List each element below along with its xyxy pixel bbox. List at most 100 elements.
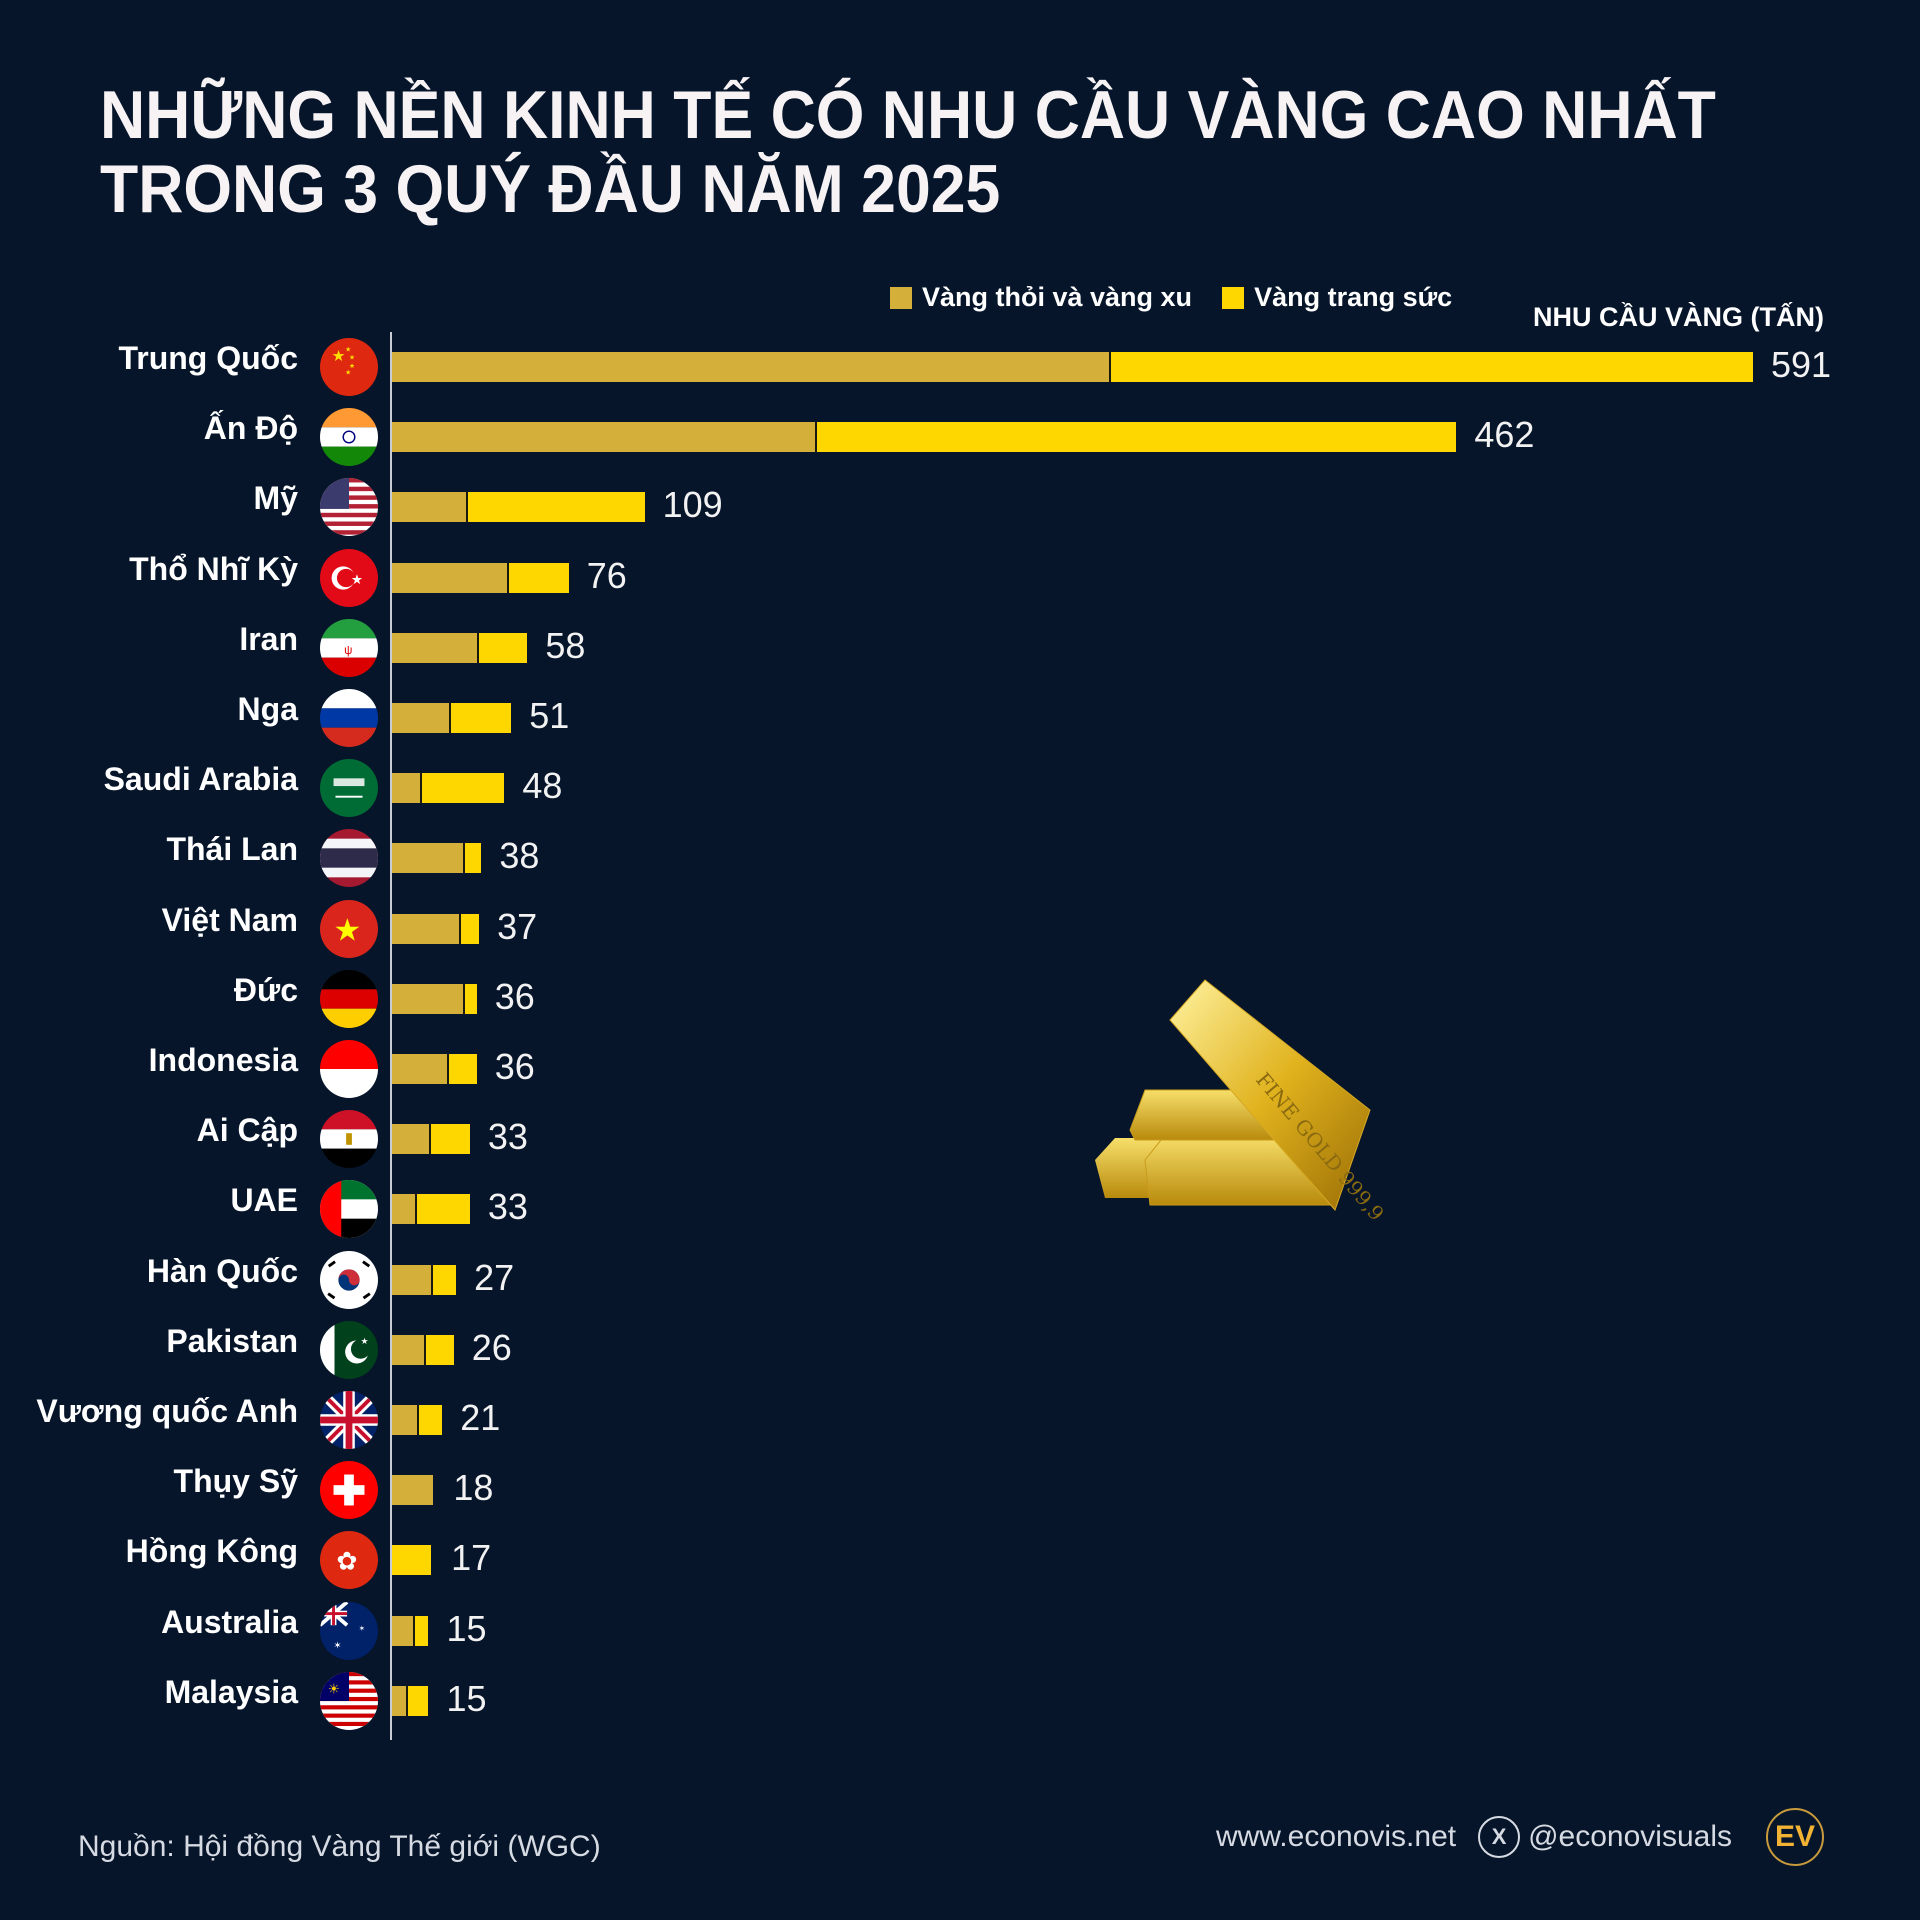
chart-row: Saudi Arabia 48 [0,753,1920,823]
stacked-bar [392,1194,470,1225]
bar-segment-jewelry [449,703,512,733]
iran-flag-icon: ψ [320,618,378,677]
stacked-bar [392,983,477,1014]
bar-segment-bars-coins [392,562,507,593]
value-label: 26 [471,1326,512,1368]
chart-row: Malaysia ☀ 15 [0,1666,1920,1736]
bar-segment-bars-coins [392,1124,429,1155]
svg-text:☀: ☀ [328,1681,340,1696]
country-label: UAE [230,1182,298,1219]
country-label: Indonesia [148,1042,298,1078]
svg-text:★: ★ [349,354,355,361]
svg-text:✶: ✶ [359,1624,365,1633]
stacked-bar [392,703,512,733]
stacked-bar [392,1545,432,1576]
value-label: 591 [1771,344,1832,385]
stacked-bar [392,1405,443,1435]
country-label: Malaysia [164,1673,298,1710]
chart-row: Ấn Độ 462 [0,402,1920,472]
australia-flag-icon: ✶ ✶ [320,1601,378,1660]
bar-segment-bars-coins [392,1685,406,1716]
value-label: 33 [487,1186,528,1228]
thailand-flag-icon [320,829,378,888]
stacked-bar [392,352,1753,382]
chart-row: Vương quốc Anh 21 [0,1385,1920,1455]
econovis-logo-icon: EV [1766,1808,1824,1866]
stacked-bar [392,422,1457,453]
russia-flag-icon [320,689,378,747]
unit-label: NHU CẦU VÀNG (TẤN) [1533,302,1824,332]
bar-segment-bars-coins [392,352,1110,382]
handle-text: @econovisuals [1528,1820,1732,1853]
bar-segment-jewelry [463,843,482,874]
bar-segment-jewelry [405,1685,429,1716]
malaysia-flag-icon: ☀ [320,1671,378,1730]
value-label: 38 [499,835,540,877]
bar-segment-jewelry [431,1264,457,1295]
svg-text:★: ★ [351,571,363,586]
country-label: Ấn Độ [203,410,298,447]
social-handle[interactable]: X @econovisuals [1478,1816,1732,1858]
value-label: 18 [453,1467,494,1509]
chart-row: Việt Nam ★ 37 [0,894,1920,964]
bar-segment-bars-coins [392,632,478,663]
country-label: Saudi Arabia [103,761,298,798]
country-label: Iran [239,620,298,657]
value-label: 109 [662,484,723,526]
legend-label-jewelry: Vàng trang sức [1254,282,1453,312]
china-flag-icon: ★ ★ ★ ★ ★ [320,338,378,396]
stacked-bar [392,1054,477,1084]
svg-text:✶: ✶ [334,1640,342,1651]
stacked-bar [392,1685,429,1716]
value-label: 15 [446,1607,487,1649]
bar-segment-jewelry [424,1334,454,1365]
bar-segment-jewelry [414,1194,470,1225]
turkey-flag-icon: ★ [320,548,378,607]
chart-row: Ai Cập 33 [0,1104,1920,1174]
egypt-flag-icon [320,1110,378,1169]
bar-segment-bars-coins [392,1334,425,1365]
stacked-bar [392,843,482,874]
country-label: Ai Cập [196,1112,298,1149]
svg-text:★: ★ [345,370,351,377]
stacked-bar [392,562,569,593]
bar-segment-jewelry [477,632,528,663]
value-label: 36 [494,1046,535,1087]
value-label: 15 [446,1677,487,1719]
stacked-bar [392,632,528,663]
value-label: 51 [529,695,570,736]
usa-flag-icon [320,478,378,537]
svg-text:ψ: ψ [344,644,352,657]
title-line-2: TRONG 3 QUÝ ĐẦU NĂM 2025 [100,151,1001,227]
website-link[interactable]: www.econovis.net [1215,1820,1457,1853]
stacked-bar [392,913,480,944]
chart-row: Mỹ 109 [0,472,1920,542]
bar-segment-bars-coins [392,422,816,453]
bar-segment-bars-coins [392,913,459,944]
value-label: 17 [451,1537,492,1579]
bar-segment-bars-coins [392,1475,434,1506]
country-label: Thụy Sỹ [173,1463,298,1500]
footer-branding: www.econovis.net X @econovisuals EV [1216,1808,1824,1866]
saudi-flag-icon [320,759,378,818]
chart-row: Nga 51 [0,683,1920,753]
bar-segment-bars-coins [392,983,464,1014]
pakistan-flag-icon: ★ [320,1320,378,1379]
bar-segment-jewelry [465,492,645,523]
country-label: Đức [233,971,298,1008]
legend-swatch-bars [890,286,912,309]
bar-segment-bars-coins [392,773,420,804]
value-label: 462 [1474,414,1535,456]
stacked-bar [392,492,645,523]
chart-row: Hồng Kông ✿ 17 [0,1525,1920,1595]
chart-row: UAE 33 [0,1174,1920,1244]
bar-segment-bars-coins [392,1615,413,1646]
value-label: 37 [497,905,538,947]
gold-bars-image: FINE GOLD 999,9 [1095,979,1389,1220]
country-label: Thái Lan [166,831,298,868]
legend-swatch-jewelry [1222,286,1245,309]
bar-segment-jewelry [463,983,477,1014]
country-label: Pakistan [166,1322,298,1359]
vietnam-flag-icon: ★ [320,899,378,958]
chart-row: Thụy Sỹ 18 [0,1455,1920,1525]
